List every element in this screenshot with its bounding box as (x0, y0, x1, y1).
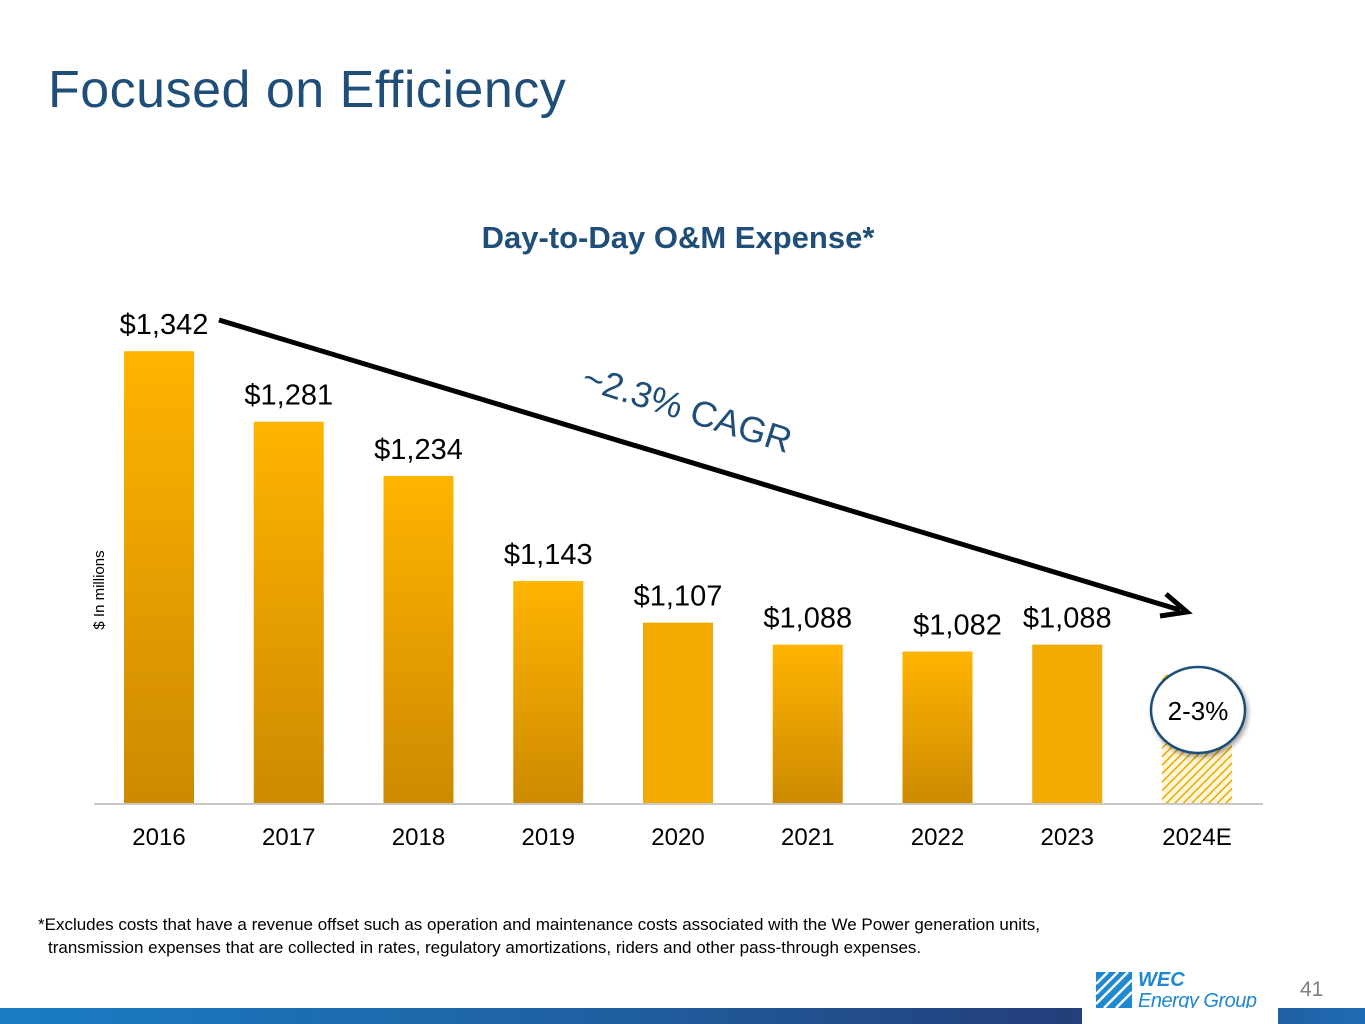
x-tick-label-2023: 2023 (1041, 824, 1094, 851)
data-label-2023: $1,088 (1023, 603, 1112, 635)
data-label-2020: $1,107 (634, 581, 723, 613)
estimate-callout-label: 2-3% (1168, 696, 1229, 726)
logo-wordmark-wec: WEC (1138, 969, 1185, 991)
x-tick-label-2024e: 2024E (1162, 824, 1231, 851)
trend-arrow-line (218, 317, 1181, 613)
bar-2017 (253, 421, 324, 804)
page-number: 41 (1300, 978, 1324, 1001)
trend-arrow-head (1159, 592, 1193, 619)
cagr-annotation: ~2.3% CAGR (578, 357, 797, 461)
chart-title: Day-to-Day O&M Expense* (481, 220, 875, 255)
x-tick-label-2020: 2020 (651, 824, 704, 851)
footnote-line-2: transmission expenses that are collected… (48, 938, 922, 957)
estimate-callout-circle (1149, 665, 1247, 755)
bar-2022 (902, 651, 973, 804)
footnote: *Excludes costs that have a revenue offs… (38, 913, 1188, 959)
y-axis-label: $ In millions (91, 550, 108, 629)
data-label-2018: $1,234 (374, 434, 463, 466)
x-tick-label-2021: 2021 (781, 824, 834, 851)
bar-2016 (124, 351, 194, 804)
bar-2020 (643, 622, 713, 804)
bar-2023 (1032, 644, 1103, 804)
wec-logo-mark-icon (1095, 971, 1133, 1009)
data-label-2022: $1,082 (913, 610, 1002, 642)
x-tick-label-2018: 2018 (392, 824, 445, 851)
bar-2018 (383, 475, 454, 804)
data-label-2016: $1,342 (120, 309, 209, 341)
page-title: Focused on Efficiency (48, 61, 567, 119)
footnote-line-1: *Excludes costs that have a revenue offs… (38, 915, 1041, 934)
data-label-2017: $1,281 (244, 380, 333, 412)
bar-2021 (772, 644, 843, 804)
wec-energy-group-logo: WEC Energy Group (1094, 969, 1264, 1012)
x-tick-label-2022: 2022 (911, 824, 964, 851)
x-tick-label-2019: 2019 (522, 824, 575, 851)
footer-bar (0, 1008, 1365, 1024)
bar-chart: $1,342 $1,281 $1,234 $1,143 $1,107 $1,088 $1,0… (91, 309, 1263, 851)
logo-wordmark-energy-group: Energy Group (1138, 990, 1257, 1012)
footer-bar-gap (1082, 1008, 1278, 1024)
bar-2019 (513, 581, 584, 804)
estimate-callout: 2-3% (1149, 665, 1247, 755)
x-tick-label-2017: 2017 (262, 824, 315, 851)
data-label-2021: $1,088 (763, 603, 852, 635)
data-label-2019: $1,143 (504, 539, 593, 571)
x-tick-label-2016: 2016 (132, 824, 185, 851)
